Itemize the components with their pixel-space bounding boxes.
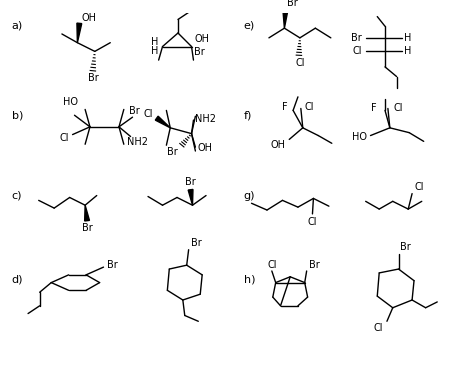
Text: Br: Br [309,260,319,270]
Text: F: F [282,102,287,112]
Text: e): e) [244,21,255,30]
Text: NH2: NH2 [195,114,217,124]
Text: OH: OH [197,143,212,153]
Text: HO: HO [352,133,366,142]
Text: Br: Br [167,147,178,157]
Text: F: F [371,103,376,114]
Text: H: H [404,46,412,56]
Text: Br: Br [194,47,205,57]
Text: d): d) [11,275,23,285]
Text: f): f) [244,110,252,121]
Text: Cl: Cl [305,102,314,112]
Text: Cl: Cl [295,58,305,68]
Text: Cl: Cl [374,323,383,333]
Text: Br: Br [82,223,92,233]
Text: Cl: Cl [143,109,153,119]
Polygon shape [77,23,82,43]
Text: c): c) [11,191,22,201]
Text: a): a) [11,21,23,30]
Text: OH: OH [194,34,210,44]
Text: NH2: NH2 [127,137,148,147]
Text: Br: Br [128,106,139,116]
Text: Cl: Cl [414,182,424,192]
Text: Br: Br [185,177,196,187]
Text: H: H [151,37,159,47]
Text: Br: Br [401,242,411,252]
Polygon shape [155,116,170,128]
Text: b): b) [11,110,23,121]
Text: OH: OH [270,140,285,150]
Polygon shape [188,189,193,205]
Text: OH: OH [81,12,96,23]
Text: H: H [404,33,412,43]
Text: Br: Br [287,0,298,8]
Text: g): g) [244,191,255,201]
Polygon shape [283,11,288,28]
Text: Cl: Cl [59,133,69,144]
Text: Br: Br [351,33,362,43]
Polygon shape [85,205,90,221]
Text: H: H [151,46,159,56]
Text: Br: Br [89,74,99,84]
Text: Cl: Cl [394,103,403,114]
Text: Cl: Cl [308,217,317,227]
Text: Cl: Cl [352,46,362,56]
Text: Cl: Cl [267,260,276,270]
Text: Br: Br [108,260,118,270]
Text: h): h) [244,275,255,285]
Text: HO: HO [64,97,78,107]
Text: Br: Br [191,238,201,248]
